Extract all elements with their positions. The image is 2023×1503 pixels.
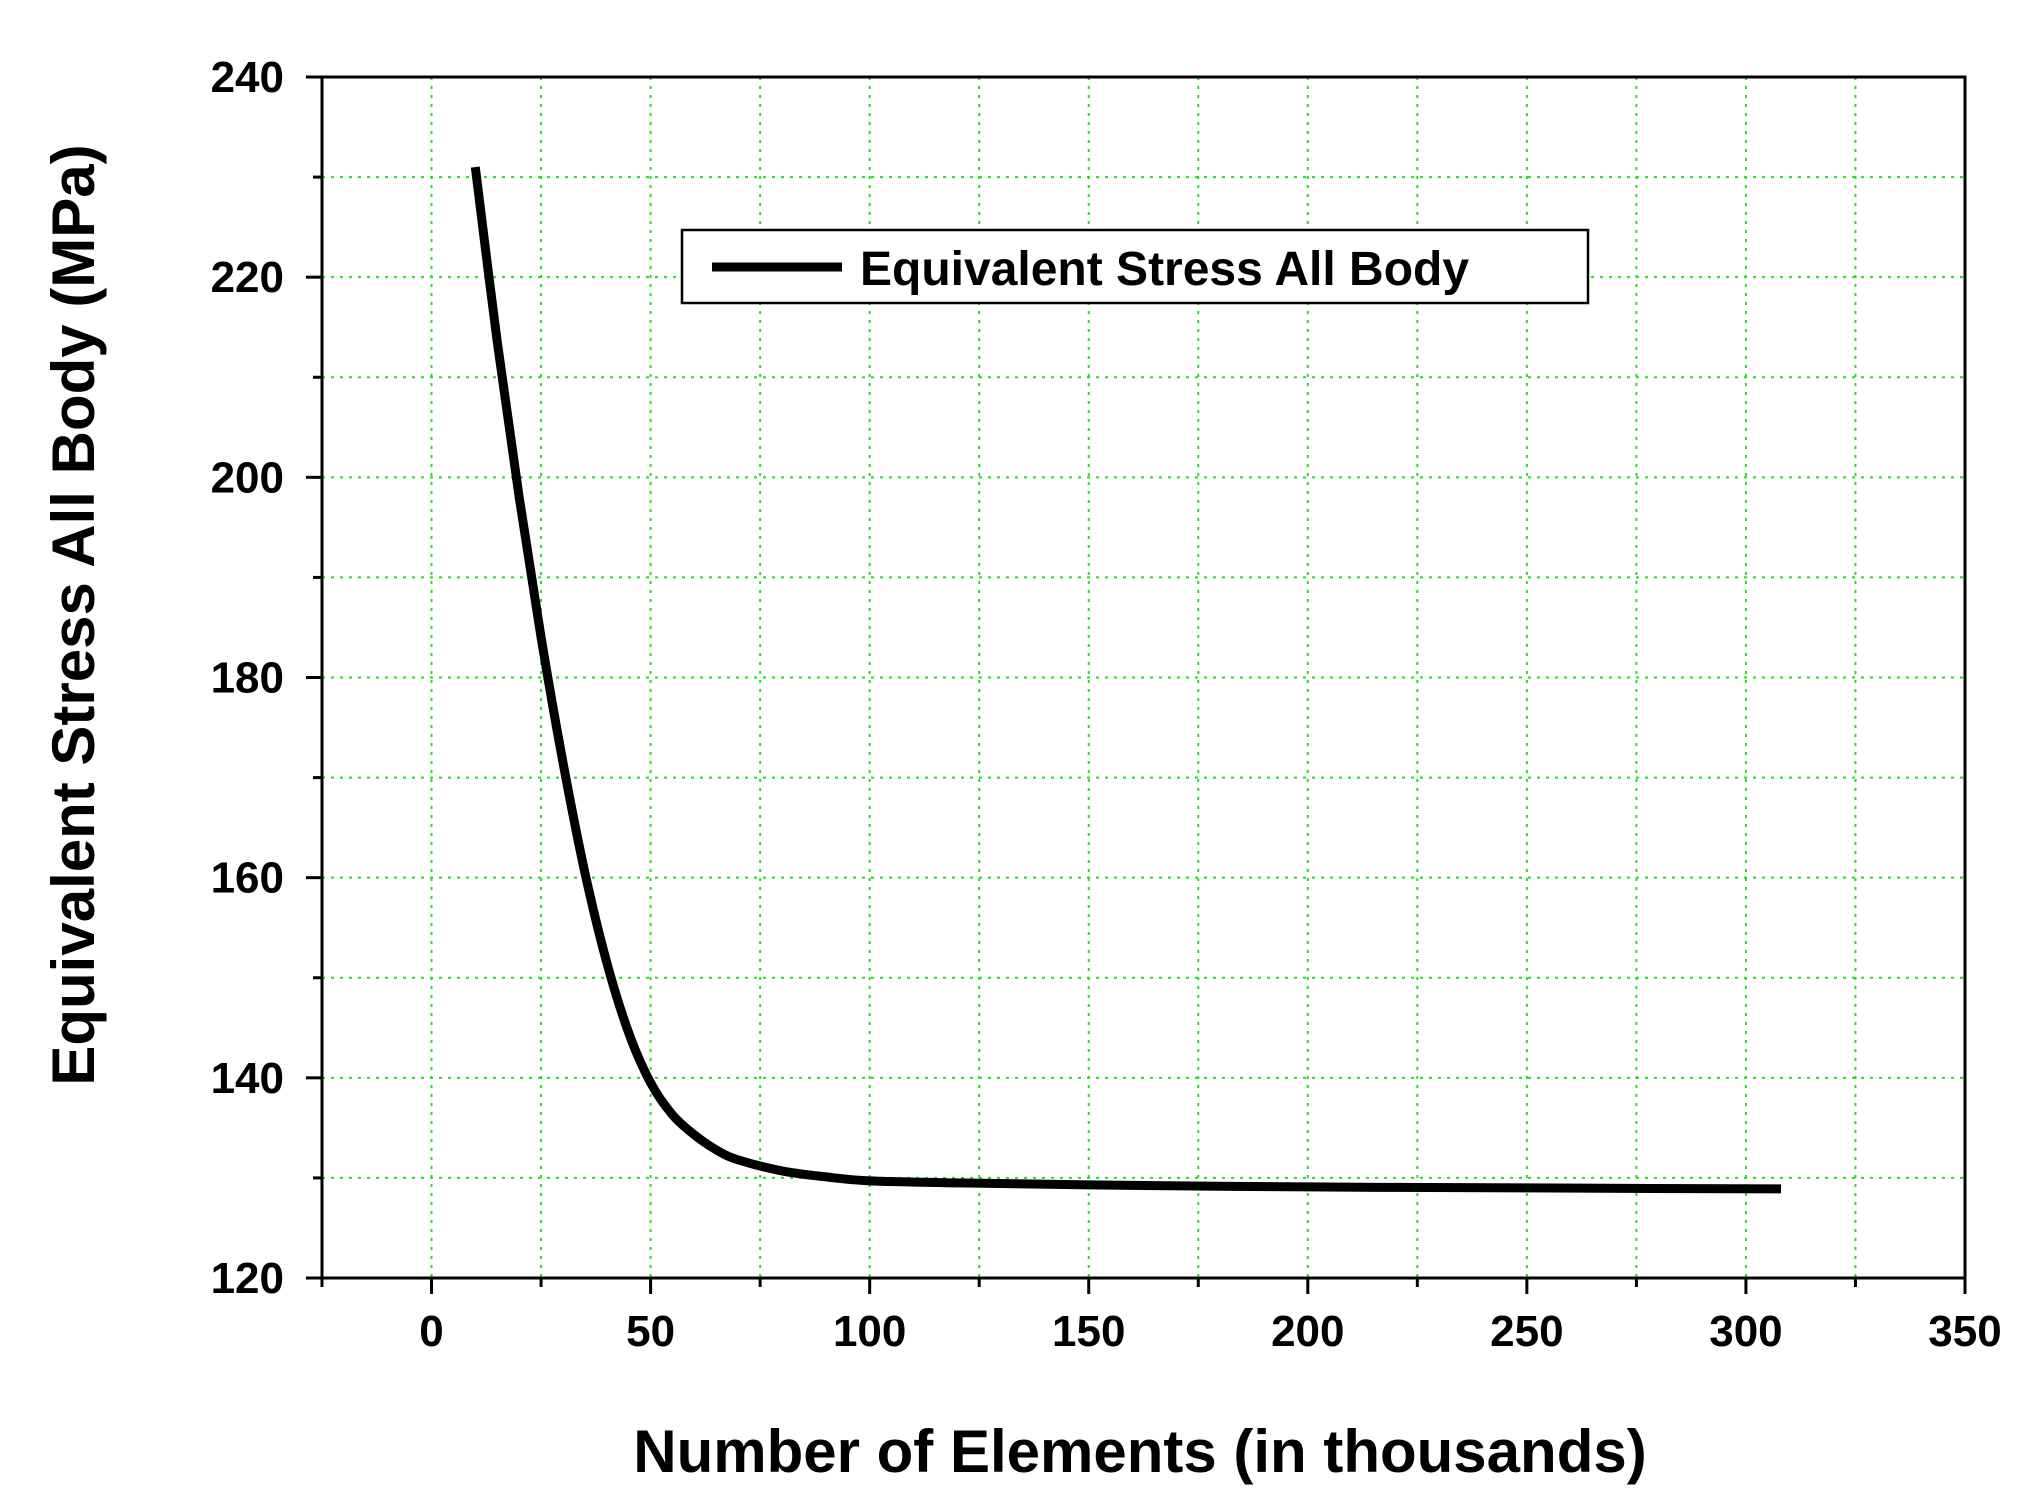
x-tick-label: 0 <box>419 1307 443 1356</box>
series-line-equivalent-stress <box>470 166 1782 1194</box>
y-tick-label: 140 <box>211 1054 284 1103</box>
legend: Equivalent Stress All Body <box>680 228 1590 305</box>
x-tick-label: 50 <box>626 1307 675 1356</box>
y-tick-label: 240 <box>211 53 284 102</box>
y-tick-label: 180 <box>211 654 284 703</box>
x-tick-label: 350 <box>1928 1307 2001 1356</box>
x-axis-title: Number of Elements (in thousands) <box>633 1418 1646 1485</box>
y-tick-label: 120 <box>211 1254 284 1303</box>
y-axis-title: Equivalent Stress All Body (MPa) <box>40 144 107 1085</box>
legend-entry-label: Equivalent Stress All Body <box>860 243 1469 296</box>
y-tick-label: 160 <box>211 854 284 903</box>
axis-ticks <box>306 75 1967 1294</box>
x-tick-label: 100 <box>833 1307 906 1356</box>
x-tick-label: 200 <box>1271 1307 1344 1356</box>
y-axis-tick-labels: 120 140 160 180 200 220 240 <box>211 53 284 1303</box>
x-tick-label: 300 <box>1709 1307 1782 1356</box>
x-tick-label: 250 <box>1490 1307 1563 1356</box>
y-tick-label: 200 <box>211 453 284 502</box>
x-tick-label: 150 <box>1052 1307 1125 1356</box>
x-axis-tick-labels: 0 50 100 150 200 250 300 350 <box>419 1307 2001 1356</box>
y-tick-label: 220 <box>211 253 284 302</box>
